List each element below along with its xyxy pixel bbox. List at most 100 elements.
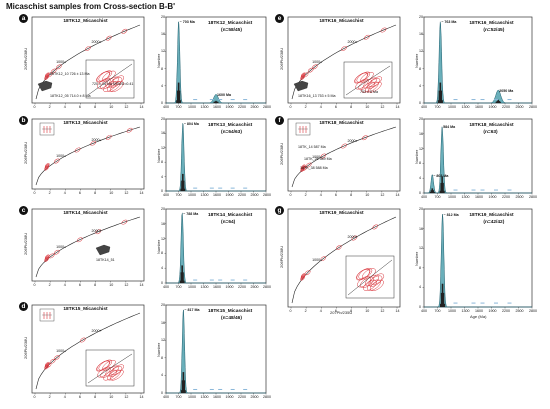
sample-title-d: 18TK15_Micaschist	[63, 307, 108, 312]
x-tick-label: 1900	[488, 104, 497, 109]
x-tick-label: 1600	[475, 194, 483, 199]
sample-title-g: 18TK19_Micaschist	[319, 211, 364, 216]
concordia-age-marker	[355, 236, 358, 238]
concordia-age-marker	[64, 246, 66, 248]
zircon-ellipse	[301, 273, 306, 277]
zircon-ellipse	[45, 254, 50, 259]
zircon-ellipse	[341, 143, 347, 149]
concordia-frame	[31, 208, 145, 282]
x-tick-label: 12	[124, 104, 129, 109]
histogram-bar	[183, 280, 185, 283]
concordia-age-label: 1000	[56, 154, 65, 159]
panel-label-f: f	[275, 116, 284, 125]
kde-plot-c	[164, 208, 267, 285]
inset-ellipse	[354, 72, 369, 84]
cl-label: 18TK14_51	[96, 258, 115, 262]
zircon-ellipse	[361, 135, 368, 141]
x-tick-label: 1600	[213, 104, 221, 109]
panel-label-a: a	[19, 14, 28, 23]
zircon-ellipse	[380, 27, 387, 33]
x-tick-label: 6	[78, 190, 81, 195]
x-tick-label: 14	[139, 190, 144, 195]
x-tick-label: 0	[289, 104, 292, 109]
y-tick-label: 8	[419, 66, 421, 71]
x-tick-label: 2500	[515, 308, 524, 313]
kde-plot-e	[422, 16, 533, 105]
histogram-bar	[441, 283, 444, 307]
x-tick-label: 0	[33, 190, 36, 195]
x-tick-label: 2500	[515, 194, 524, 199]
y-tick-label: 4	[419, 285, 421, 290]
inset-concordia	[345, 65, 391, 96]
concordia-curve	[35, 126, 141, 186]
inset-label: 753 ± 5 Ma	[360, 90, 378, 94]
x-tick-label: 2	[48, 190, 51, 195]
histogram-bar	[176, 100, 178, 103]
y-tick-label: 16	[161, 32, 165, 37]
histogram-bar	[497, 99, 500, 103]
x-tick-label: 8	[94, 190, 97, 195]
y-tick-label: 0	[161, 391, 163, 395]
x-tick-label: 2200	[238, 192, 246, 197]
concordia-plot-f	[287, 118, 401, 193]
concordia-age-label: 1000	[312, 258, 321, 263]
x-tick-label: 1300	[461, 308, 470, 313]
x-tick-label: 8	[94, 394, 97, 399]
zircon-ellipse	[364, 34, 370, 40]
kde-ylabel: Number	[156, 342, 161, 357]
histogram-bar	[177, 82, 180, 103]
x-tick-label: 1900	[225, 104, 234, 109]
x-tick-label: 1900	[225, 394, 234, 399]
histogram-bar	[182, 173, 184, 191]
y-tick-label: 20	[419, 207, 423, 211]
x-tick-label: 700	[175, 104, 182, 109]
kde-curve	[424, 21, 532, 104]
y-tick-label: 0	[419, 191, 421, 195]
y-tick-label: 0	[419, 101, 421, 105]
x-tick-label: 10	[365, 192, 370, 197]
x-tick-label: 8	[350, 192, 353, 197]
histogram-bar	[214, 101, 216, 103]
x-tick-label: 8	[350, 104, 353, 109]
inset-ellipse	[96, 360, 111, 372]
x-tick-label: 2	[304, 104, 307, 109]
concordia-age-marker	[320, 259, 322, 261]
kde-title-c: 18TK14_Micaschist	[208, 213, 253, 218]
kde-curve	[166, 21, 266, 104]
concordia-age-label: 2000	[347, 40, 356, 45]
y-tick-label: 20	[419, 15, 423, 19]
concordia-age-label: 2000	[91, 40, 100, 45]
inset-concordia	[347, 259, 393, 296]
inset-ellipse	[102, 70, 116, 82]
y-tick-label: 20	[161, 15, 165, 19]
panel-label-e: e	[275, 14, 284, 23]
inset-ellipse	[96, 71, 111, 83]
y-tick-label: 12	[161, 145, 165, 150]
concordia-curve	[291, 24, 397, 100]
concordia-age-marker	[320, 156, 322, 158]
concordia-age-label: 1000	[56, 349, 65, 354]
y-tick-label: 20	[419, 117, 423, 121]
x-tick-label: 14	[139, 104, 144, 109]
concordia-plot-b	[31, 118, 145, 191]
x-tick-label: 700	[175, 394, 182, 399]
inset-ellipse	[370, 273, 385, 285]
y-tick-label: 12	[161, 338, 165, 343]
histogram-bar	[441, 176, 443, 193]
histogram-bar	[181, 265, 183, 283]
x-tick-label: 10	[365, 308, 370, 313]
histogram-bar	[495, 101, 498, 103]
concordia-age-marker	[355, 140, 358, 142]
x-tick-label: 400	[421, 308, 427, 313]
x-tick-label: 2200	[502, 104, 510, 109]
histogram-bar	[443, 190, 445, 193]
kde-ylabel: Number	[414, 149, 419, 164]
kde-curve	[424, 126, 532, 194]
inset-ellipse	[361, 81, 375, 93]
x-tick-label: 400	[421, 194, 427, 199]
x-tick-label: 2	[48, 282, 51, 287]
histogram-bar	[183, 188, 186, 191]
histogram-bar	[183, 380, 186, 393]
x-tick-label: 6	[334, 192, 337, 197]
y-tick-label: 8	[419, 265, 421, 270]
